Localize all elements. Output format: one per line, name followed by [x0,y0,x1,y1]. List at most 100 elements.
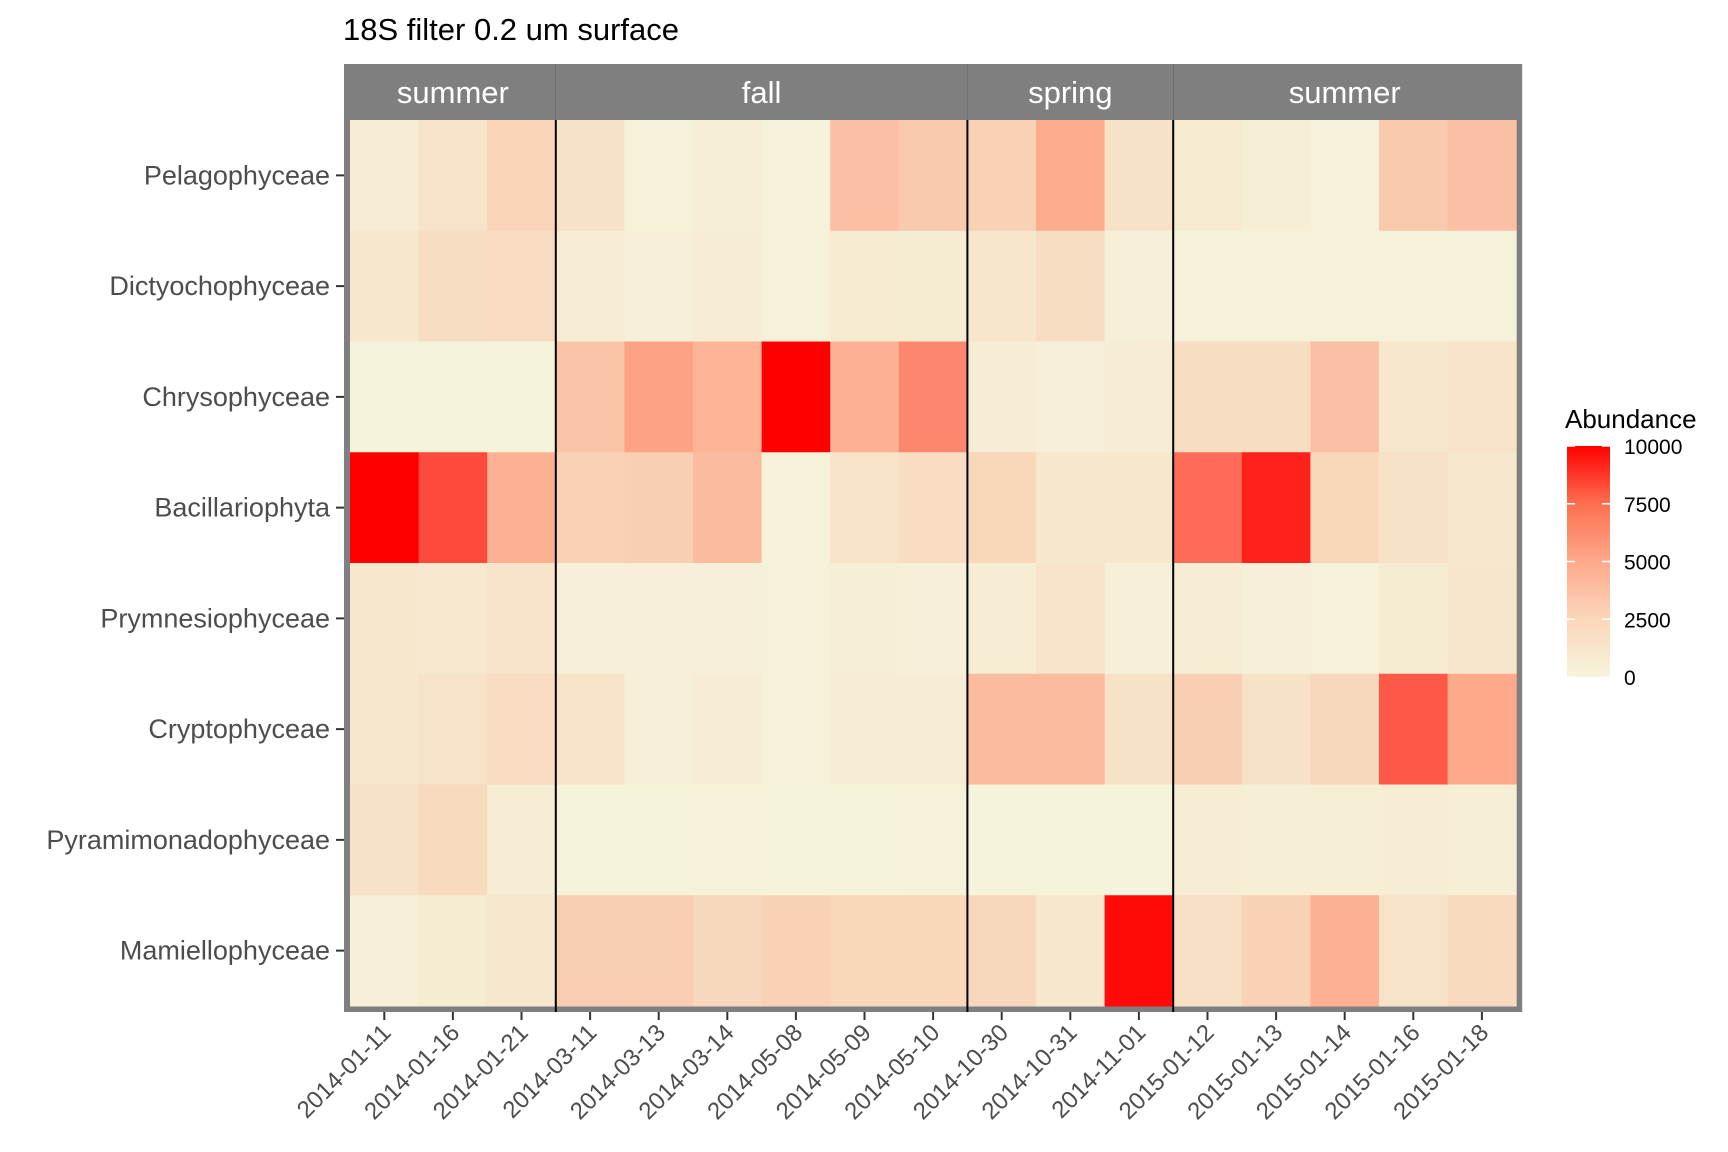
heatmap-cell [761,784,831,896]
y-tick-label: Chrysophyceae [142,382,330,412]
heatmap-cell [1036,452,1106,564]
facet-strips: summer fall spring summer [344,64,1523,120]
heatmap-cell [1447,784,1517,896]
heatmap-cell [1036,673,1106,785]
heatmap-cell [1310,120,1380,232]
heatmap-cell [1104,120,1174,232]
heatmap-cell [487,895,557,1007]
heatmap-cell [1036,563,1106,675]
heatmap-cell [350,673,420,785]
heatmap-cell [1310,230,1380,342]
heatmap-cell [1447,452,1517,564]
heatmap-cell [830,452,900,564]
heatmap-cell [1036,230,1106,342]
heatmap-cell [1173,895,1243,1007]
heatmap-cell [967,230,1037,342]
heatmap-cell [1241,673,1311,785]
heatmap-cell [761,452,831,564]
heatmap-cell [1379,895,1449,1007]
heatmap-cell [1310,563,1380,675]
heatmap-panels [344,64,1523,1012]
heatmap-cell [967,673,1037,785]
heatmap-cell [1173,341,1243,453]
heatmap-cell [487,784,557,896]
heatmap-cell [555,120,625,232]
heatmap-cell [624,563,694,675]
y-tick-label: Mamiellophyceae [120,936,330,966]
heatmap-cell [693,341,763,453]
heatmap-cell [1310,452,1380,564]
heatmap-cell [350,230,420,342]
heatmap-cell [1447,230,1517,342]
heatmap-cell [350,563,420,675]
facet-label: fall [742,75,782,110]
heatmap-cell [1104,341,1174,453]
heatmap-cell [1173,230,1243,342]
heatmap-cell [1173,673,1243,785]
heatmap-cell [693,784,763,896]
heatmap-cell [1241,563,1311,675]
heatmap-cell [830,784,900,896]
heatmap-cell [1173,784,1243,896]
y-tick-label: Pelagophyceae [144,160,330,190]
heatmap-cell [1173,563,1243,675]
heatmap-cell [555,673,625,785]
heatmap-cell [1036,895,1106,1007]
heatmap-cell [1379,120,1449,232]
legend-title: Abundance [1565,404,1697,434]
heatmap-cell [830,563,900,675]
heatmap-cell [830,120,900,232]
heatmap-cell [1447,563,1517,675]
legend-ticks: 0 2500 5000 7500 10000 [1567,436,1682,690]
facet-strip [967,64,1174,120]
heatmap-cell [1104,784,1174,896]
heatmap-cell [761,120,831,232]
heatmap-cell [1241,341,1311,453]
heatmap-cell [487,452,557,564]
heatmap-cell [967,341,1037,453]
heatmap-cell [898,341,968,453]
heatmap-cell [830,230,900,342]
heatmap-cell [1173,452,1243,564]
heatmap-cell [1104,563,1174,675]
heatmap-cell [555,230,625,342]
heatmap-cell [418,673,488,785]
heatmap-cell [487,563,557,675]
heatmap-cell [350,784,420,896]
legend-tick-label: 10000 [1624,436,1682,459]
heatmap-cell [1310,895,1380,1007]
facet-strip [555,64,968,120]
y-tick-label: Cryptophyceae [148,714,330,744]
y-tick-label: Dictyochophyceae [109,271,330,301]
heatmap-cell [418,452,488,564]
heatmap-cell [898,784,968,896]
heatmap-cell [555,784,625,896]
legend-tick-label: 5000 [1624,552,1671,575]
heatmap-cell [624,230,694,342]
heatmap-cell [1241,895,1311,1007]
heatmap-cell [1379,784,1449,896]
heatmap-cell [761,563,831,675]
heatmap-cell [1104,452,1174,564]
heatmap-cell [418,120,488,232]
heatmap-cell [1447,341,1517,453]
heatmap-cell [1104,895,1174,1007]
heatmap-cell [898,563,968,675]
heatmap-cell [624,120,694,232]
heatmap-cell [1310,673,1380,785]
heatmap-cell [624,673,694,785]
heatmap-cell [1036,120,1106,232]
heatmap-cell [1379,341,1449,453]
heatmap-cell [1241,784,1311,896]
facet-strip [1173,64,1523,120]
heatmap-cell [418,563,488,675]
heatmap-cell [1104,673,1174,785]
heatmap-cell [555,895,625,1007]
heatmap-cell [555,341,625,453]
heatmap-cell [1379,563,1449,675]
heatmap-cell [624,895,694,1007]
heatmap-cell [350,452,420,564]
heatmap-cell [487,673,557,785]
heatmap-cell [418,230,488,342]
heatmap-cell [967,563,1037,675]
